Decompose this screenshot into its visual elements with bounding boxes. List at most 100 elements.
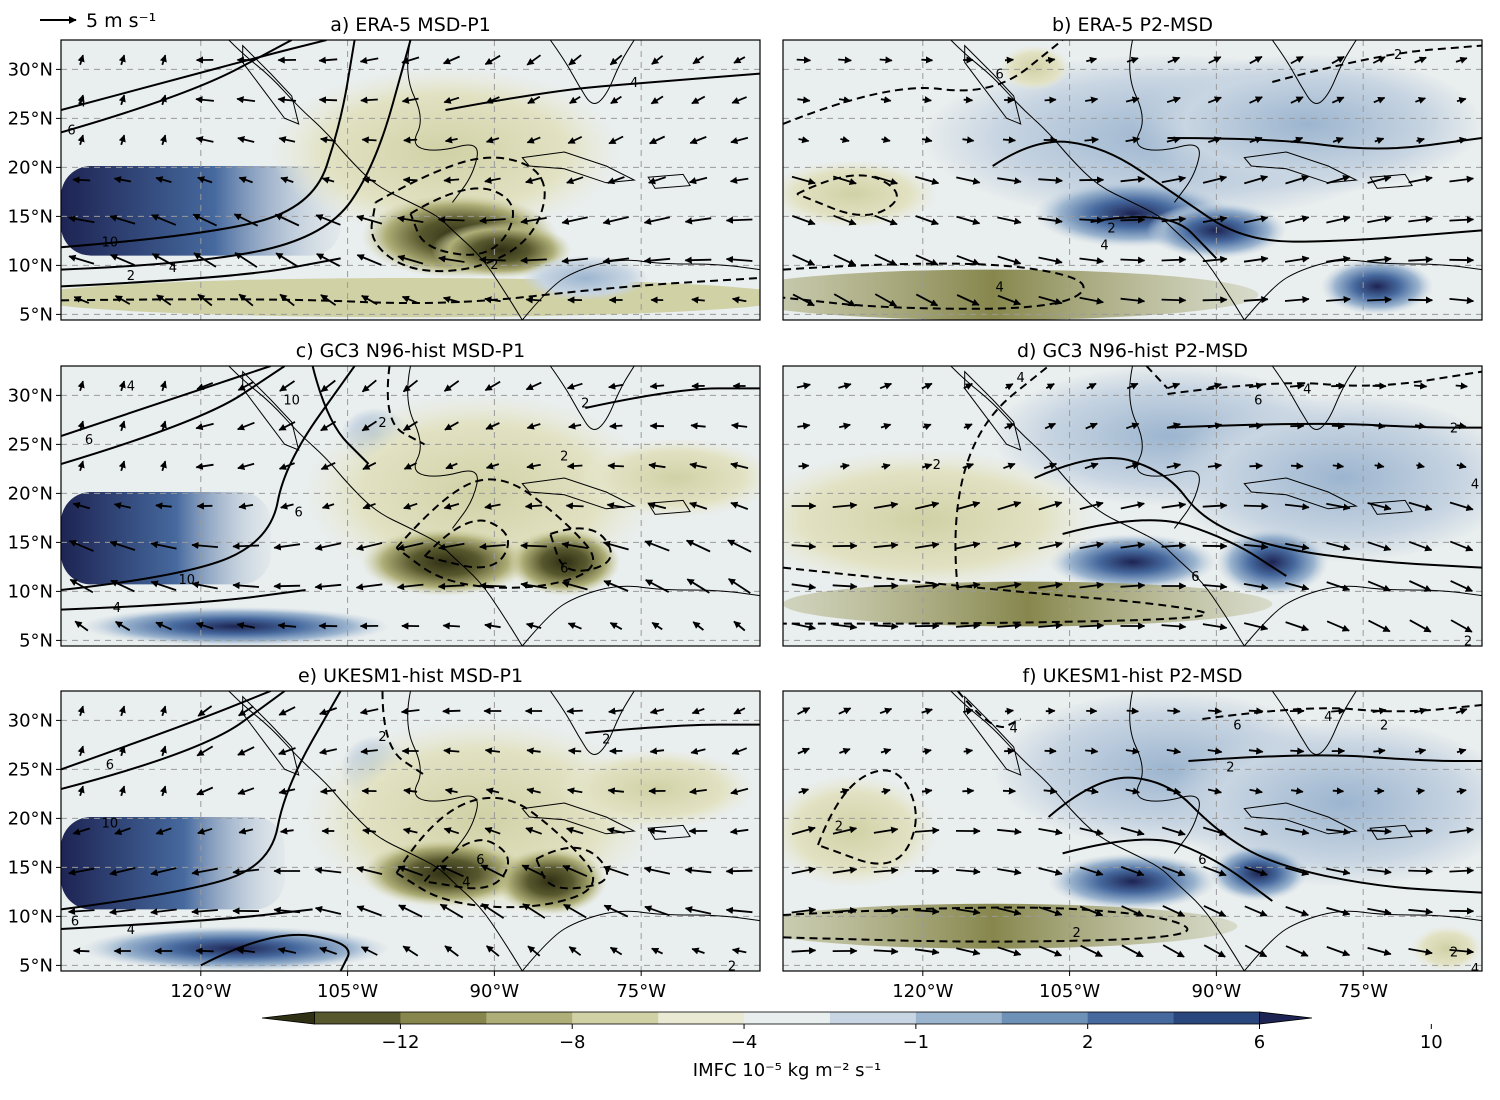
wind-arrow <box>68 867 95 876</box>
wind-arrow <box>159 134 167 146</box>
panel-frame <box>782 690 1483 972</box>
wind-arrow <box>1207 96 1222 104</box>
wind-arrow <box>1367 580 1391 592</box>
coastline <box>1243 151 1358 184</box>
contour-positive <box>61 257 341 288</box>
wind-arrow <box>1045 56 1056 64</box>
wind-arrow <box>644 905 670 917</box>
wind-arrow <box>566 462 583 470</box>
wind-arrow <box>1079 905 1104 917</box>
wind-arrow <box>1249 136 1263 144</box>
wind-vectors <box>67 705 753 957</box>
wind-arrow <box>1249 787 1263 795</box>
y-tick-label: 30°N <box>8 59 53 80</box>
wind-arrow <box>879 707 893 715</box>
wind-arrow <box>318 56 338 64</box>
wind-arrow <box>1038 581 1063 589</box>
wind-arrow <box>159 420 167 432</box>
wind-arrow <box>798 788 810 795</box>
wind-arrow <box>997 868 1022 876</box>
wind-arrow <box>731 96 747 104</box>
wind-arrow <box>832 906 858 915</box>
wind-arrow <box>1162 905 1186 917</box>
wind-arrow <box>874 214 898 226</box>
wind-arrow <box>921 136 933 144</box>
wind-arrow <box>565 502 584 510</box>
wind-arrow <box>725 216 753 224</box>
wind-arrow <box>566 707 583 715</box>
wind-arrow <box>314 905 342 915</box>
wind-arrow <box>914 948 940 956</box>
wind-arrow <box>649 747 665 755</box>
wind-arrow <box>962 136 975 144</box>
panel-title: b) ERA-5 P2-MSD <box>1052 14 1213 36</box>
wind-arrow <box>563 903 587 919</box>
wind-arrow <box>1079 501 1104 510</box>
wind-arrow <box>873 541 899 550</box>
wind-arrow <box>155 176 172 184</box>
contour-label: 10 <box>283 394 300 409</box>
wind-arrow <box>314 583 342 591</box>
wind-arrow <box>1408 215 1433 223</box>
wind-arrow <box>437 216 465 224</box>
wind-arrow <box>997 294 1022 306</box>
wind-arrow <box>278 747 296 756</box>
contour-label: 4 <box>1471 478 1479 493</box>
wind-arrow <box>1289 382 1305 390</box>
wind-arrow <box>362 502 376 510</box>
wind-arrow <box>1414 56 1427 64</box>
wind-vectors <box>68 379 752 632</box>
wind-arrow <box>1284 503 1310 511</box>
wind-arrow <box>359 708 379 716</box>
wind-arrow <box>602 540 629 551</box>
wind-arrow <box>402 379 419 393</box>
coastline <box>407 691 478 854</box>
wind-arrow <box>730 461 749 469</box>
wind-arrow <box>997 946 1022 957</box>
wind-arrow <box>1408 540 1433 552</box>
wind-arrow <box>1248 747 1264 755</box>
wind-arrow <box>561 580 588 591</box>
wind-arrow <box>401 295 419 305</box>
coastline <box>964 695 1022 776</box>
colorbar-segment <box>829 1012 917 1024</box>
wind-arrow <box>1326 255 1351 263</box>
wind-arrow <box>566 382 583 390</box>
wind-arrow <box>1456 462 1467 470</box>
wind-arrow <box>1202 255 1228 264</box>
wind-arrow <box>159 94 167 106</box>
wind-arrow <box>1456 787 1467 795</box>
wind-arrow <box>155 621 172 631</box>
wind-arrow <box>197 176 213 184</box>
wind-arrow <box>1084 462 1099 470</box>
wind-arrow <box>915 293 939 307</box>
wind-arrow <box>915 175 940 185</box>
wind-arrow <box>397 254 424 265</box>
wind-arrow <box>1367 907 1392 916</box>
wind-arrow <box>1456 422 1467 430</box>
wind-arrow <box>526 54 542 66</box>
wind-arrow <box>1167 382 1181 390</box>
wind-arrow <box>725 906 753 914</box>
wind-arrow <box>1449 826 1475 834</box>
panel-frame <box>782 365 1483 647</box>
wind-arrow <box>921 787 933 795</box>
wind-arrow <box>955 581 981 589</box>
wind-arrow <box>1408 827 1434 835</box>
wind-arrow <box>833 254 857 266</box>
wind-arrow <box>832 826 858 835</box>
shaded-region <box>1321 258 1434 315</box>
contour-label: 2 <box>378 730 386 745</box>
shaded-region <box>999 45 1070 91</box>
wind-arrow <box>832 866 858 874</box>
wind-arrow <box>316 253 341 267</box>
wind-arrow <box>684 217 712 225</box>
y-tick-label: 25°N <box>8 434 53 455</box>
wind-arrow <box>278 706 296 716</box>
wind-arrow <box>1415 97 1426 104</box>
contour-label: 6 <box>1191 570 1199 585</box>
wind-arrow <box>77 745 85 757</box>
wind-arrow <box>525 176 543 184</box>
wind-arrow <box>1367 215 1392 224</box>
wind-arrow <box>197 293 213 307</box>
